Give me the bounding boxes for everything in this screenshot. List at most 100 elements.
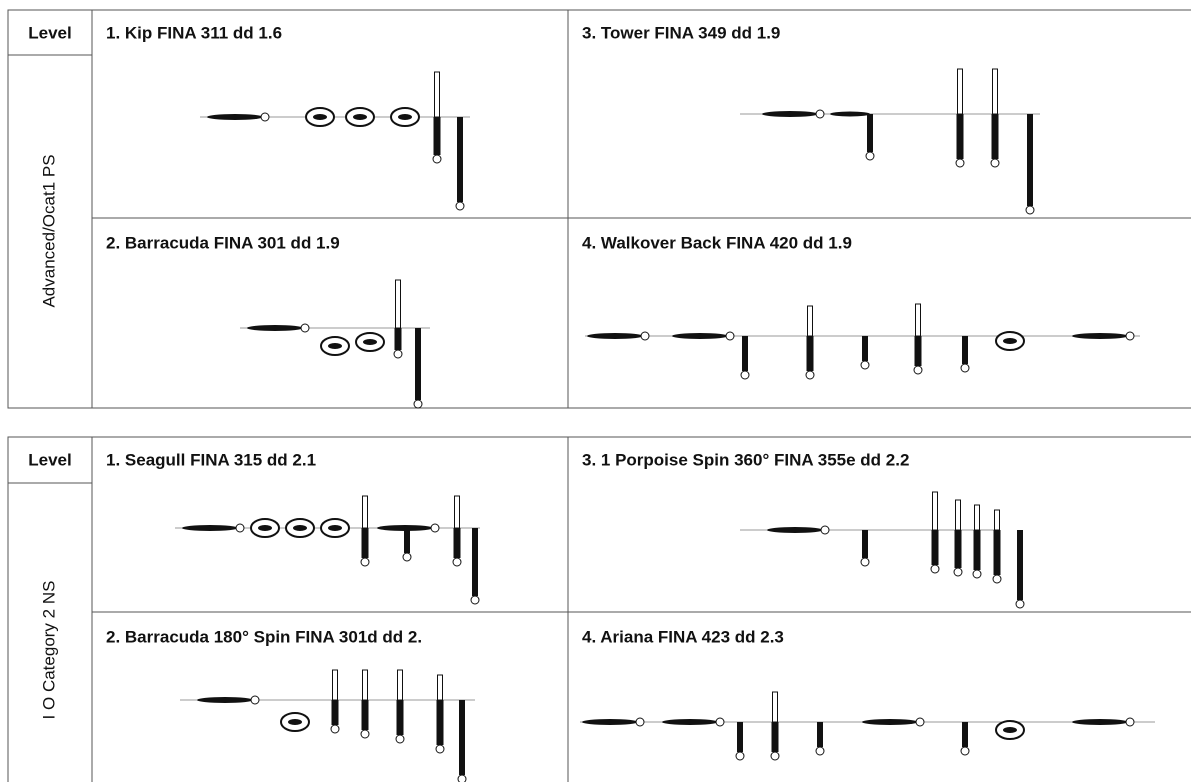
body <box>415 328 421 400</box>
head <box>360 557 370 567</box>
body <box>742 336 748 371</box>
head <box>457 774 467 782</box>
tuck-body <box>293 525 307 531</box>
tuck-body <box>328 525 342 531</box>
figure-title: 1. Seagull FINA 315 dd 2.1 <box>106 450 316 469</box>
head <box>725 331 735 341</box>
head <box>452 557 462 567</box>
body <box>394 328 402 350</box>
table-border <box>7 9 1191 409</box>
legs <box>994 509 1000 531</box>
body <box>771 722 779 752</box>
legs <box>932 491 938 531</box>
body <box>433 117 441 155</box>
swimmer <box>672 333 728 339</box>
body <box>806 336 814 371</box>
head <box>955 158 965 168</box>
swimmer <box>197 697 253 703</box>
level: I O Category 2 NS <box>39 581 58 720</box>
body <box>1017 530 1023 600</box>
figure-title: 4. Walkover Back FINA 420 dd 1.9 <box>582 233 852 252</box>
head <box>435 744 445 754</box>
head <box>1125 717 1135 727</box>
body <box>991 114 999 159</box>
swimmer <box>1072 333 1128 339</box>
tuck-body <box>258 525 272 531</box>
head <box>432 154 442 164</box>
body <box>472 528 478 596</box>
head <box>960 363 970 373</box>
figure-title: 2. Barracuda FINA 301 dd 1.9 <box>106 233 340 252</box>
body <box>973 530 981 570</box>
swimmer <box>207 114 263 120</box>
body <box>956 114 964 159</box>
table-border <box>7 436 1191 782</box>
swimmer <box>182 525 238 531</box>
body <box>331 700 339 725</box>
swimmer <box>1072 719 1128 725</box>
tuck-body <box>398 114 412 120</box>
head <box>960 746 970 756</box>
tuck-body <box>313 114 327 120</box>
swimmer <box>582 719 638 725</box>
level-header: Level <box>28 450 71 469</box>
body <box>867 114 873 152</box>
figure-title: 4. Ariana FINA 423 dd 2.3 <box>582 627 784 646</box>
head <box>393 349 403 359</box>
head <box>953 567 963 577</box>
head <box>470 595 480 605</box>
body <box>993 530 1001 575</box>
legs <box>915 303 921 337</box>
head <box>635 717 645 727</box>
head <box>300 323 310 333</box>
head <box>913 365 923 375</box>
figure-title: 3. Tower FINA 349 dd 1.9 <box>582 23 780 42</box>
head <box>395 734 405 744</box>
body <box>396 700 404 735</box>
legs <box>830 111 870 117</box>
legs <box>974 504 980 531</box>
body <box>817 722 823 747</box>
head <box>865 151 875 161</box>
figure-title: 3. 1 Porpoise Spin 360° FINA 355e dd 2.2 <box>582 450 909 469</box>
body <box>962 722 968 747</box>
head <box>235 523 245 533</box>
swimmer <box>247 325 303 331</box>
legs <box>772 691 778 723</box>
body <box>1027 114 1033 206</box>
legs <box>332 669 338 701</box>
tuck-body <box>328 343 342 349</box>
tuck-body <box>288 719 302 725</box>
body <box>914 336 922 366</box>
head <box>640 331 650 341</box>
head <box>430 523 440 533</box>
legs <box>454 495 460 529</box>
body <box>459 700 465 775</box>
head <box>915 717 925 727</box>
figure-title: 2. Barracuda 180° Spin FINA 301d dd 2. <box>106 627 422 646</box>
tuck-body <box>1003 727 1017 733</box>
swimmer <box>767 527 823 533</box>
head <box>930 564 940 574</box>
head <box>260 112 270 122</box>
legs <box>992 68 998 115</box>
head <box>860 557 870 567</box>
head <box>972 569 982 579</box>
head <box>360 729 370 739</box>
legs <box>955 499 961 531</box>
body <box>931 530 939 565</box>
tuck-body <box>363 339 377 345</box>
body <box>404 528 410 553</box>
legs <box>397 669 403 701</box>
head <box>455 201 465 211</box>
body <box>962 336 968 364</box>
head <box>740 370 750 380</box>
head <box>1015 599 1025 609</box>
legs <box>957 68 963 115</box>
swimmer <box>862 719 918 725</box>
body <box>862 530 868 558</box>
body <box>361 700 369 730</box>
illustrations <box>175 68 1155 782</box>
